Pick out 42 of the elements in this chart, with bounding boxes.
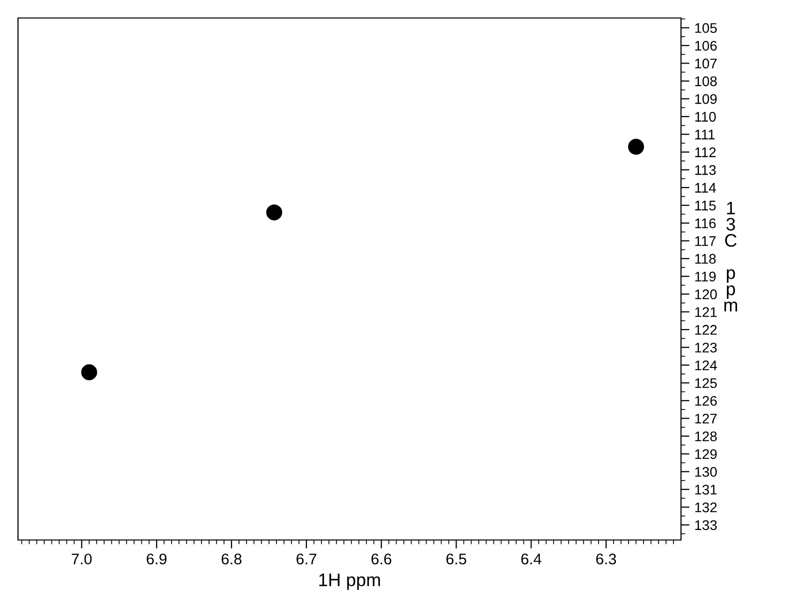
y-tick-label: 120: [695, 289, 717, 300]
y-tick-label: 113: [695, 165, 716, 175]
y-tick-label: 111: [695, 130, 715, 140]
y-tick-label: 112: [695, 147, 716, 158]
point: [266, 204, 282, 220]
y-tick-label: 127: [695, 414, 717, 424]
y-tick-label: 118: [695, 254, 716, 264]
y-tick-label: 110: [695, 112, 716, 122]
y-tick-label: 124: [695, 360, 717, 370]
x-axis-title: 1H ppm: [319, 574, 380, 590]
y-tick-label: 129: [695, 449, 717, 460]
x-tick-label: 6.9: [146, 554, 166, 564]
point: [628, 138, 644, 155]
y-tick-label: 108: [695, 76, 717, 86]
y-tick-label: 116: [695, 218, 716, 228]
y-tick-label: 114: [695, 183, 716, 193]
y-tick-label: 117: [695, 236, 716, 246]
y-tick-label: 107: [695, 58, 717, 68]
x-tick-label: 6.8: [222, 554, 242, 564]
text: 13C ppm: [724, 202, 738, 312]
x-tick-label: 6.7: [296, 554, 316, 564]
y-tick-label: 125: [695, 378, 717, 388]
y-tick-label: 105: [695, 23, 717, 33]
y-tick-label: 123: [695, 342, 717, 353]
point: [81, 364, 98, 380]
y-tick-label: 122: [695, 324, 717, 335]
y-tick-label: 132: [695, 502, 717, 512]
x-tick-label: 6.4: [521, 554, 542, 564]
x-tick-label: 6.6: [371, 554, 392, 564]
y-tick-label: 126: [695, 396, 717, 406]
y-tick-label: 130: [695, 466, 717, 477]
y-tick-label: 119: [695, 272, 716, 282]
y-tick-label: 131: [695, 484, 717, 495]
y-tick-label: 106: [695, 40, 717, 51]
y-tick-label: 115: [695, 200, 716, 210]
x-tick-label: 6.5: [446, 554, 466, 564]
y-tick-label: 133: [695, 520, 717, 530]
y-tick-label: 128: [695, 431, 717, 442]
x-tick-label: 7.0: [72, 554, 92, 564]
y-tick-label: 121: [695, 307, 717, 317]
x-tick-label: 6.3: [596, 554, 616, 564]
y-tick-label: 109: [695, 94, 717, 104]
